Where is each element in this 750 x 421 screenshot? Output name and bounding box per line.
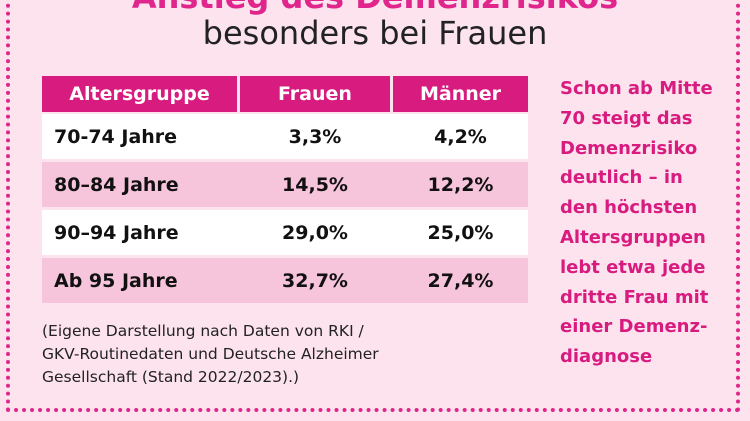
side-line: lebt etwa jede bbox=[560, 256, 706, 278]
side-text: Schon ab Mitte 70 steigt das Demenzrisiko d… bbox=[560, 74, 713, 372]
age-cell: 70-74 Jahre bbox=[54, 125, 178, 148]
value-cell: 14,5% bbox=[282, 173, 348, 196]
note-line: GKV-Routinedaten und Deutsche Alzheimer bbox=[42, 345, 379, 363]
row-background bbox=[42, 210, 528, 255]
row-background bbox=[42, 114, 528, 159]
column-header: Altersgruppe bbox=[42, 76, 237, 112]
source-note: (Eigene Darstellung nach Daten von RKI /… bbox=[42, 320, 379, 389]
side-line: deutlich – in bbox=[560, 167, 683, 189]
row-background bbox=[42, 162, 528, 207]
age-cell: 80–84 Jahre bbox=[54, 173, 179, 196]
side-line: Altersgruppen bbox=[560, 226, 706, 248]
side-line: Demenzrisiko bbox=[560, 137, 698, 159]
dotted-frame bbox=[6, 0, 740, 412]
note-line: Gesellschaft (Stand 2022/2023).) bbox=[42, 368, 300, 386]
value-cell: 29,0% bbox=[282, 221, 348, 244]
value-cell: 4,2% bbox=[434, 125, 487, 148]
side-line: den höchsten bbox=[560, 197, 698, 219]
value-cell: 3,3% bbox=[288, 125, 342, 148]
value-cell: 25,0% bbox=[427, 221, 494, 244]
side-line: diagnose bbox=[560, 346, 653, 368]
row-background bbox=[42, 258, 528, 303]
side-line: einer Demenz- bbox=[560, 316, 708, 338]
note-line: (Eigene Darstellung nach Daten von RKI / bbox=[42, 322, 364, 340]
subtitle: besonders bei Frauen bbox=[202, 14, 548, 52]
column-header: Männer bbox=[393, 76, 528, 112]
value-cell: 32,7% bbox=[282, 269, 348, 292]
title: Anstieg des Demenzrisikos bbox=[0, 0, 750, 16]
value-cell: 27,4% bbox=[427, 269, 494, 292]
value-cell: 12,2% bbox=[427, 173, 494, 196]
side-line: Schon ab Mitte bbox=[560, 78, 713, 99]
column-header: Frauen bbox=[240, 76, 390, 112]
age-cell: Ab 95 Jahre bbox=[54, 269, 178, 292]
age-cell: 90–94 Jahre bbox=[54, 221, 179, 244]
side-line: 70 steigt das bbox=[560, 107, 693, 129]
side-line: dritte Frau mit bbox=[560, 286, 709, 308]
